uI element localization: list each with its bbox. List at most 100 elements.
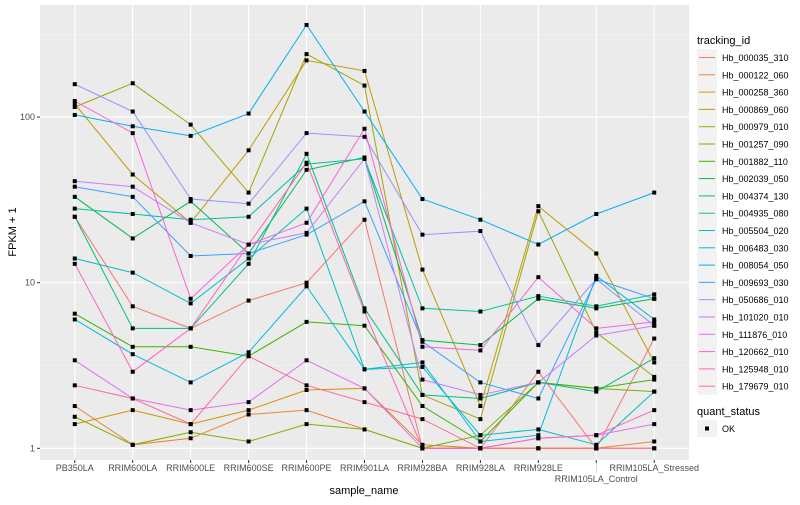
data-point xyxy=(246,242,251,247)
data-point xyxy=(304,167,309,172)
legend-label: Hb_000122_060 xyxy=(722,70,789,80)
x-tick-label: PB350LA xyxy=(56,463,94,473)
data-point xyxy=(304,280,309,285)
data-point xyxy=(652,319,657,324)
data-point xyxy=(188,122,193,127)
data-point xyxy=(420,446,425,451)
data-point xyxy=(304,408,309,413)
data-point xyxy=(536,209,541,214)
data-point xyxy=(72,194,77,199)
data-point xyxy=(72,206,77,211)
data-point xyxy=(652,374,657,379)
data-point xyxy=(478,392,483,397)
data-point xyxy=(652,292,657,297)
data-point xyxy=(188,133,193,138)
data-point xyxy=(478,217,483,222)
data-point xyxy=(536,294,541,299)
legend-label: Hb_000979_010 xyxy=(722,122,789,132)
data-point xyxy=(304,422,309,427)
data-point xyxy=(130,184,135,189)
data-point xyxy=(478,446,483,451)
data-point xyxy=(478,404,483,409)
data-point xyxy=(420,417,425,422)
x-axis-title: sample_name xyxy=(329,485,398,497)
data-point xyxy=(130,194,135,199)
data-point xyxy=(536,369,541,374)
data-point xyxy=(130,124,135,129)
legend-label: Hb_001257_090 xyxy=(722,140,789,150)
data-point xyxy=(130,326,135,331)
data-point xyxy=(420,442,425,447)
legend-label: Hb_004374_130 xyxy=(722,191,789,201)
data-point xyxy=(130,236,135,241)
data-point xyxy=(246,400,251,405)
y-axis-title: FPKM + 1 xyxy=(7,207,19,256)
data-point xyxy=(304,206,309,211)
data-point xyxy=(72,404,77,409)
data-point xyxy=(536,433,541,438)
legend-label: Hb_000258_360 xyxy=(722,88,789,98)
data-point xyxy=(72,383,77,388)
legend-label: Hb_008054_050 xyxy=(722,261,789,271)
data-point xyxy=(362,109,367,114)
data-point xyxy=(130,369,135,374)
data-point xyxy=(246,298,251,303)
data-point xyxy=(652,377,657,382)
data-point xyxy=(304,131,309,136)
data-point xyxy=(478,348,483,353)
data-point xyxy=(362,427,367,432)
x-tick-label: RRIM600PE xyxy=(282,463,332,473)
data-point xyxy=(536,296,541,301)
data-point xyxy=(536,275,541,280)
data-point xyxy=(420,404,425,409)
data-point xyxy=(72,256,77,261)
data-point xyxy=(188,436,193,441)
x-tick-label: RRIM105LA_Stressed xyxy=(609,463,699,473)
data-point xyxy=(594,442,599,447)
data-point xyxy=(420,197,425,202)
data-point xyxy=(594,273,599,278)
data-point xyxy=(594,446,599,451)
data-point xyxy=(304,387,309,392)
data-point xyxy=(304,358,309,363)
data-point xyxy=(72,422,77,427)
data-point xyxy=(246,201,251,206)
data-point xyxy=(130,270,135,275)
data-point xyxy=(188,253,193,258)
data-point xyxy=(362,400,367,405)
data-points xyxy=(72,22,657,451)
data-point xyxy=(536,396,541,401)
square-point-icon xyxy=(705,426,709,431)
data-point xyxy=(536,242,541,247)
legend-label: Hb_002039_050 xyxy=(722,174,789,184)
data-point xyxy=(188,344,193,349)
data-point xyxy=(130,304,135,309)
data-point xyxy=(188,296,193,301)
data-point xyxy=(536,380,541,385)
x-tick-label: RRIM105LA_Control xyxy=(555,474,638,484)
data-point xyxy=(246,190,251,195)
data-point xyxy=(362,126,367,131)
data-point xyxy=(420,364,425,369)
data-point xyxy=(72,317,77,322)
data-point xyxy=(72,358,77,363)
data-point xyxy=(304,319,309,324)
data-point xyxy=(72,214,77,219)
data-point xyxy=(72,184,77,189)
data-point xyxy=(362,156,367,161)
data-point xyxy=(478,309,483,314)
data-point xyxy=(72,179,77,184)
data-point xyxy=(130,81,135,86)
y-tick-label: 100 xyxy=(20,112,35,122)
legend-title: tracking_id xyxy=(697,35,750,47)
data-point xyxy=(362,309,367,314)
x-axis: PB350LA RRIM600LA RRIM600LE RRIM600SE RRIM60… xyxy=(56,460,699,484)
y-tick-label: 10 xyxy=(25,278,35,288)
data-point xyxy=(594,277,599,282)
shape-legend-label: OK xyxy=(722,424,735,434)
data-point xyxy=(362,199,367,204)
data-point xyxy=(594,251,599,256)
data-point xyxy=(362,323,367,328)
data-point xyxy=(478,433,483,438)
data-point xyxy=(130,352,135,357)
